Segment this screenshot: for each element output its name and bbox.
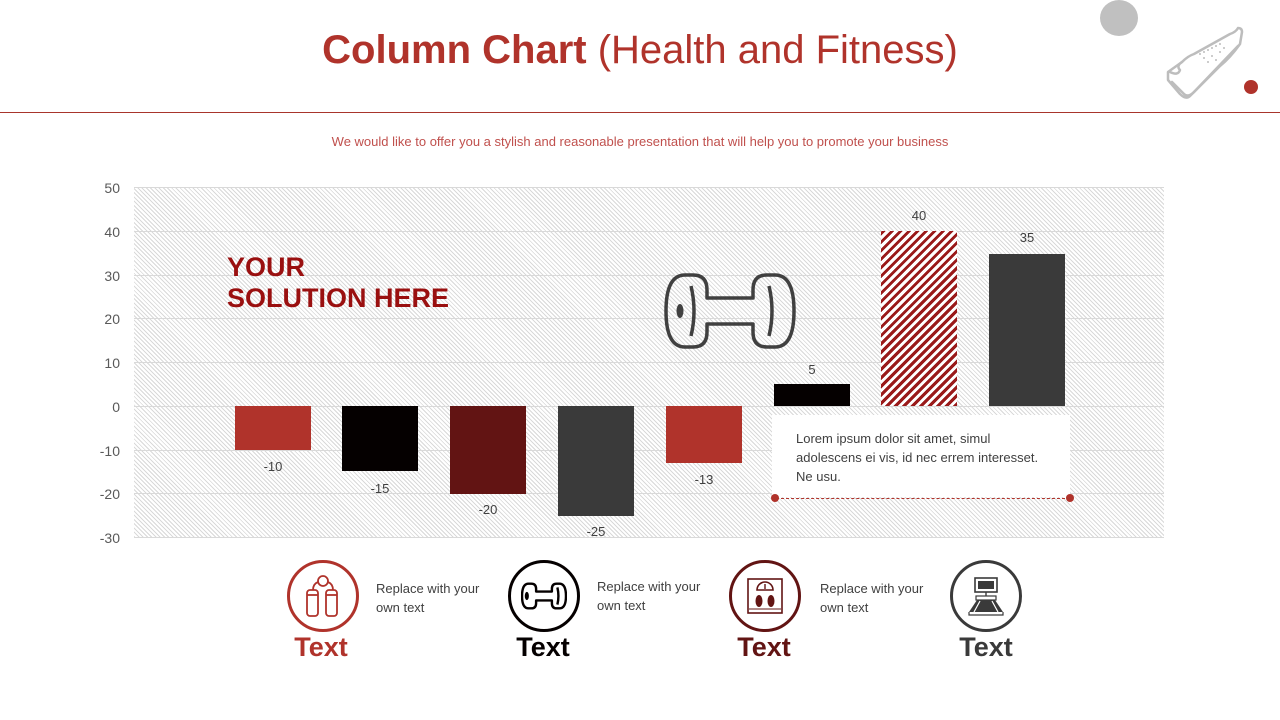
decorative-gray-circle bbox=[1100, 0, 1138, 36]
y-tick: 50 bbox=[104, 180, 120, 196]
y-tick: 10 bbox=[104, 355, 120, 371]
gridline bbox=[134, 231, 1164, 232]
headline-line-1: YOUR bbox=[227, 252, 306, 282]
title-bold: Column Chart bbox=[322, 28, 587, 72]
decorative-red-dot bbox=[1244, 80, 1258, 94]
y-tick: 0 bbox=[112, 399, 120, 415]
feature-3-title: Text bbox=[737, 632, 791, 662]
y-tick: 20 bbox=[104, 311, 120, 327]
callout-dashed-line bbox=[776, 498, 1070, 499]
bar-8[interactable] bbox=[989, 254, 1065, 406]
bar-label-6: 5 bbox=[808, 362, 816, 377]
treadmill-icon bbox=[968, 577, 1004, 616]
dumbbell-icon bbox=[664, 273, 796, 349]
subtitle: We would like to offer you a stylish and… bbox=[331, 134, 949, 149]
gridline bbox=[134, 318, 1164, 319]
feature-2-icon-circle bbox=[508, 560, 580, 632]
headline-line-2: SOLUTION HERE bbox=[227, 283, 450, 313]
bar-3[interactable] bbox=[450, 406, 526, 494]
gridline bbox=[134, 406, 1164, 407]
feature-3-description: Replace with your own text bbox=[820, 581, 924, 615]
sneaker-icon bbox=[1166, 26, 1244, 99]
feature-4-icon-circle bbox=[950, 560, 1022, 632]
feature-1-title: Text bbox=[294, 632, 348, 662]
callout-dot-left bbox=[771, 494, 779, 502]
feature-1-description: Replace with your own text bbox=[376, 581, 480, 615]
bar-label-4: -25 bbox=[586, 524, 606, 539]
solution-headline: YOUR SOLUTION HERE bbox=[227, 252, 449, 314]
y-tick: -30 bbox=[99, 530, 120, 546]
feature-4-title: Text bbox=[959, 632, 1013, 662]
bar-label-1: -10 bbox=[263, 459, 283, 474]
dumbbell-icon bbox=[521, 582, 567, 610]
gridline bbox=[134, 450, 1164, 451]
page-title: Column Chart (Health and Fitness) bbox=[0, 28, 1280, 73]
weight-scale-icon bbox=[747, 578, 783, 614]
bar-label-2: -15 bbox=[370, 481, 390, 496]
gridline bbox=[134, 362, 1164, 363]
feature-2-title: Text bbox=[516, 632, 570, 662]
bar-2[interactable] bbox=[342, 406, 418, 471]
y-tick: 30 bbox=[104, 268, 120, 284]
y-tick: -20 bbox=[99, 486, 120, 502]
gridline bbox=[134, 493, 1164, 494]
callout-dot-right bbox=[1066, 494, 1074, 502]
gridline bbox=[134, 187, 1164, 188]
header-divider bbox=[0, 112, 1280, 113]
feature-1-icon-circle bbox=[287, 560, 359, 632]
bar-6[interactable] bbox=[774, 384, 850, 406]
y-tick: 40 bbox=[104, 224, 120, 240]
bar-4[interactable] bbox=[558, 406, 634, 516]
bar-label-7: 40 bbox=[911, 208, 927, 223]
title-light: (Health and Fitness) bbox=[597, 28, 958, 72]
bar-label-8: 35 bbox=[1019, 230, 1035, 245]
bar-label-5: -13 bbox=[694, 472, 714, 487]
nunchaku-icon bbox=[306, 575, 338, 617]
feature-3-icon-circle bbox=[729, 560, 801, 632]
gridline bbox=[134, 275, 1164, 276]
feature-2-description: Replace with your own text bbox=[597, 579, 701, 613]
callout-box: Lorem ipsum dolor sit amet, simul adoles… bbox=[772, 415, 1070, 497]
bar-5[interactable] bbox=[666, 406, 742, 463]
y-tick: -10 bbox=[99, 443, 120, 459]
bar-7[interactable] bbox=[881, 231, 957, 406]
bar-label-3: -20 bbox=[478, 502, 498, 517]
bar-1[interactable] bbox=[235, 406, 311, 450]
